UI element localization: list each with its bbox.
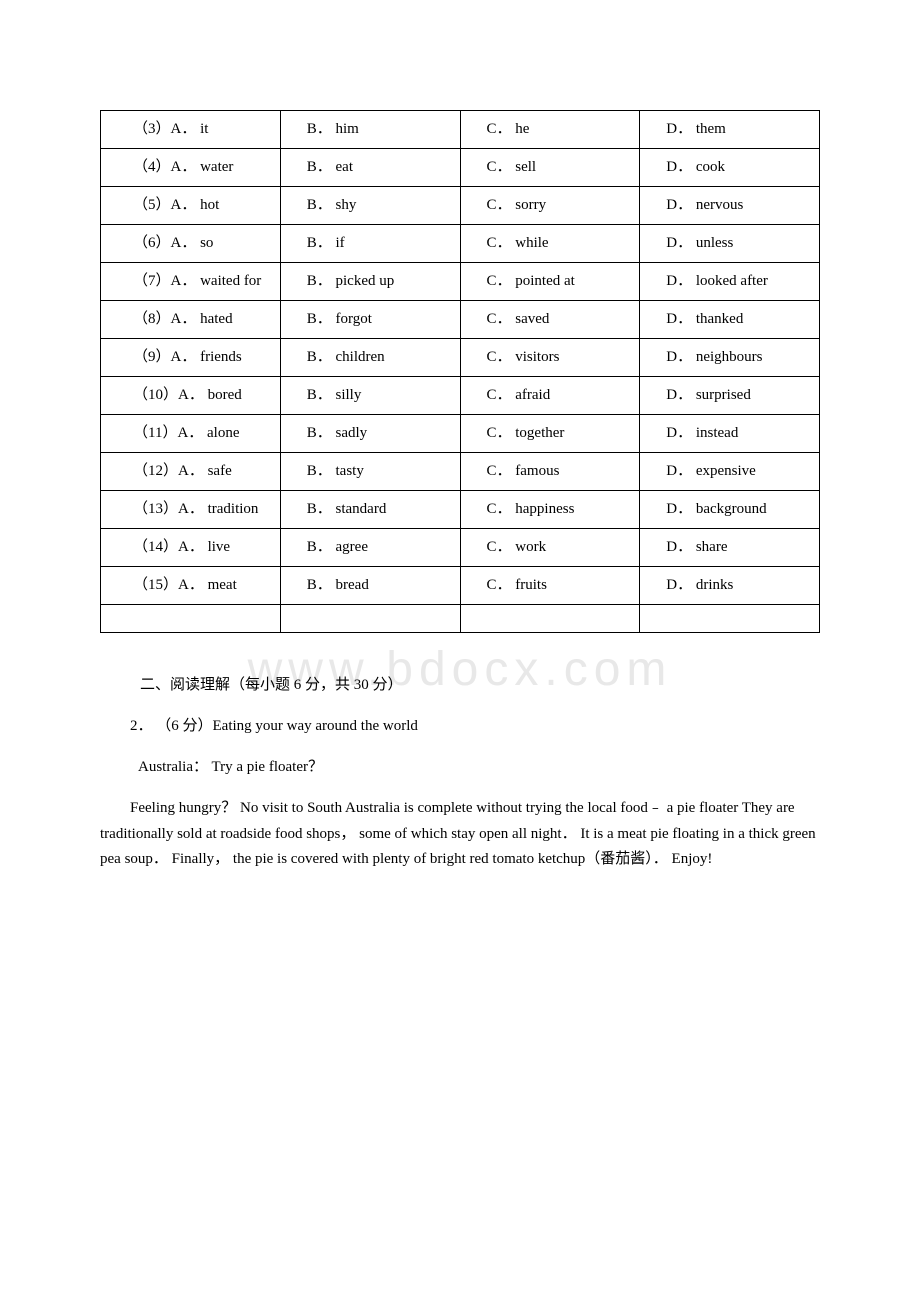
cell bbox=[280, 605, 460, 633]
table-row: （9）A． friends B． children C． visitors D．… bbox=[101, 339, 820, 377]
cell: C． he bbox=[460, 111, 640, 149]
table-row: （8）A． hated B． forgot C． saved D． thanke… bbox=[101, 301, 820, 339]
cell: C． fruits bbox=[460, 567, 640, 605]
cell: （12）A． safe bbox=[101, 453, 281, 491]
table-row: （4）A． water B． eat C． sell D． cook bbox=[101, 149, 820, 187]
cell: D． drinks bbox=[640, 567, 820, 605]
cell: B． him bbox=[280, 111, 460, 149]
table-row: （10）A． bored B． silly C． afraid D． surpr… bbox=[101, 377, 820, 415]
cell bbox=[101, 605, 281, 633]
cell: （7）A． waited for bbox=[101, 263, 281, 301]
cell: D． background bbox=[640, 491, 820, 529]
table-row: （6）A． so B． if C． while D． unless bbox=[101, 225, 820, 263]
cell: （11）A． alone bbox=[101, 415, 281, 453]
cell: B． children bbox=[280, 339, 460, 377]
cell: C． happiness bbox=[460, 491, 640, 529]
cell: （3）A． it bbox=[101, 111, 281, 149]
cell: （8）A． hated bbox=[101, 301, 281, 339]
cell: B． eat bbox=[280, 149, 460, 187]
page-content: （3）A． it B． him C． he D． them （4）A． wate… bbox=[100, 110, 820, 873]
cell: （14）A． live bbox=[101, 529, 281, 567]
cell: （15）A． meat bbox=[101, 567, 281, 605]
cell: B． shy bbox=[280, 187, 460, 225]
table-row: （5）A． hot B． shy C． sorry D． nervous bbox=[101, 187, 820, 225]
cell: B． tasty bbox=[280, 453, 460, 491]
cell: C． while bbox=[460, 225, 640, 263]
cell: D． thanked bbox=[640, 301, 820, 339]
cell: B． silly bbox=[280, 377, 460, 415]
cell: （9）A． friends bbox=[101, 339, 281, 377]
cell: B． standard bbox=[280, 491, 460, 529]
options-table-body: （3）A． it B． him C． he D． them （4）A． wate… bbox=[101, 111, 820, 633]
body-paragraph: Feeling hungry？ No visit to South Austra… bbox=[100, 796, 820, 873]
cell: C． pointed at bbox=[460, 263, 640, 301]
table-row: （14）A． live B． agree C． work D． share bbox=[101, 529, 820, 567]
cell: C． together bbox=[460, 415, 640, 453]
cell: D． cook bbox=[640, 149, 820, 187]
section-header: 二、阅读理解（每小题 6 分，共 30 分） bbox=[140, 673, 820, 694]
cell: D． them bbox=[640, 111, 820, 149]
cell: D． looked after bbox=[640, 263, 820, 301]
table-row: （12）A． safe B． tasty C． famous D． expens… bbox=[101, 453, 820, 491]
cell: （6）A． so bbox=[101, 225, 281, 263]
cell: D． unless bbox=[640, 225, 820, 263]
table-row bbox=[101, 605, 820, 633]
cell: B． sadly bbox=[280, 415, 460, 453]
cell: C． famous bbox=[460, 453, 640, 491]
cell: B． forgot bbox=[280, 301, 460, 339]
cell: D． neighbours bbox=[640, 339, 820, 377]
cell: C． work bbox=[460, 529, 640, 567]
cell: （5）A． hot bbox=[101, 187, 281, 225]
cell: B． agree bbox=[280, 529, 460, 567]
cell: B． picked up bbox=[280, 263, 460, 301]
cell: D． surprised bbox=[640, 377, 820, 415]
question-line: 2． （6 分）Eating your way around the world bbox=[130, 714, 820, 735]
cell: D． share bbox=[640, 529, 820, 567]
table-row: （15）A． meat B． bread C． fruits D． drinks bbox=[101, 567, 820, 605]
table-row: （3）A． it B． him C． he D． them bbox=[101, 111, 820, 149]
subtitle-line: Australia： Try a pie floater？ bbox=[138, 755, 820, 776]
cell: C． visitors bbox=[460, 339, 640, 377]
cell: （4）A． water bbox=[101, 149, 281, 187]
cell: D． nervous bbox=[640, 187, 820, 225]
table-row: （7）A． waited for B． picked up C． pointed… bbox=[101, 263, 820, 301]
cell: （13）A． tradition bbox=[101, 491, 281, 529]
cell: （10）A． bored bbox=[101, 377, 281, 415]
cell: B． if bbox=[280, 225, 460, 263]
cell: C． sell bbox=[460, 149, 640, 187]
cell: B． bread bbox=[280, 567, 460, 605]
table-row: （11）A． alone B． sadly C． together D． ins… bbox=[101, 415, 820, 453]
cell: D． expensive bbox=[640, 453, 820, 491]
cell: D． instead bbox=[640, 415, 820, 453]
cell: C． sorry bbox=[460, 187, 640, 225]
cell bbox=[640, 605, 820, 633]
cell: C． afraid bbox=[460, 377, 640, 415]
cell bbox=[460, 605, 640, 633]
cell: C． saved bbox=[460, 301, 640, 339]
options-table: （3）A． it B． him C． he D． them （4）A． wate… bbox=[100, 110, 820, 633]
table-row: （13）A． tradition B． standard C． happines… bbox=[101, 491, 820, 529]
